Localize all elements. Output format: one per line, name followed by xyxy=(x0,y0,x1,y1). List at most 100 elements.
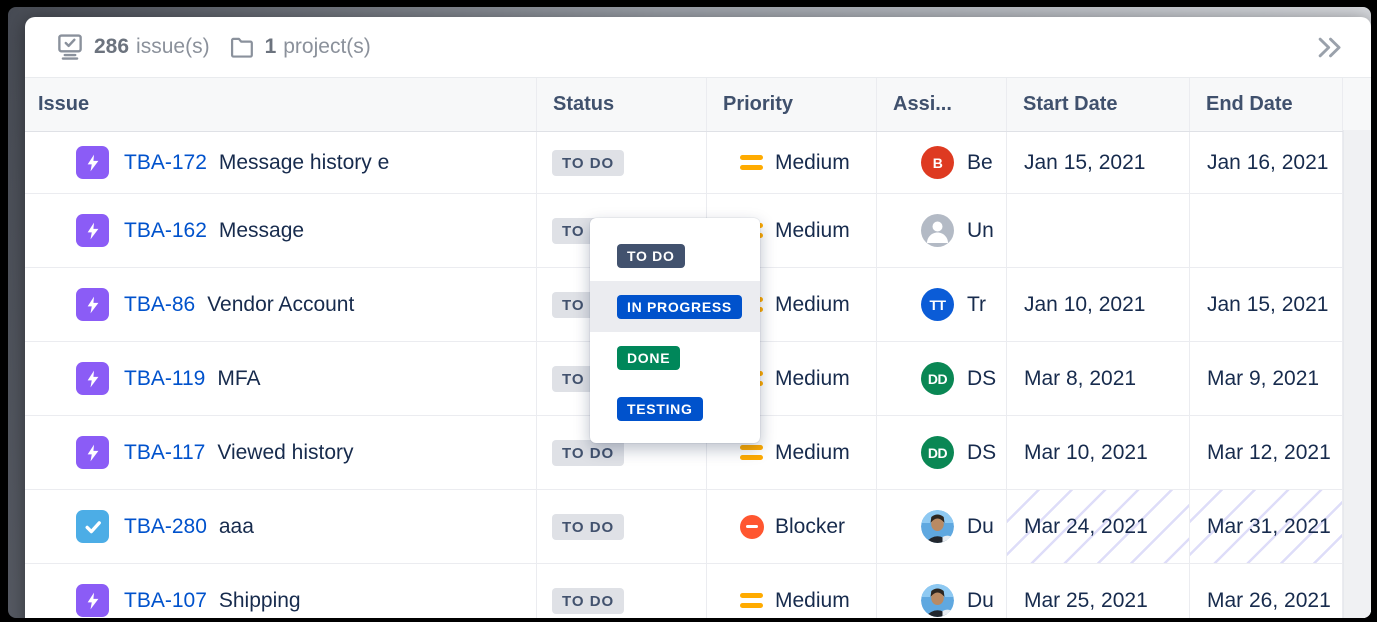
status-badge[interactable]: TO DO xyxy=(552,587,625,614)
status-cell[interactable]: TO DO xyxy=(537,490,707,563)
status-option-in-progress[interactable]: IN PROGRESS xyxy=(590,281,760,332)
end-date-cell[interactable]: Mar 31, 2021 xyxy=(1190,490,1343,563)
start-date-cell[interactable]: Jan 15, 2021 xyxy=(1007,132,1190,193)
end-date: Mar 9, 2021 xyxy=(1207,366,1320,390)
end-date-cell[interactable]: Mar 26, 2021 xyxy=(1190,564,1343,618)
table-right-gutter xyxy=(1343,130,1371,618)
assignee-name: DS xyxy=(967,440,997,464)
projects-count-label: project(s) xyxy=(283,35,371,58)
status-option-testing[interactable]: TESTING xyxy=(590,383,760,434)
issue-key-link[interactable]: TBA-172 xyxy=(124,150,207,174)
assignee-cell[interactable]: TT Tr xyxy=(877,268,1007,341)
issue-cell: TBA-162 Message xyxy=(25,194,537,267)
task-check-type-icon xyxy=(76,510,109,543)
priority-label: Medium xyxy=(775,588,850,612)
user-photo-avatar xyxy=(921,510,954,543)
bolt-type-icon xyxy=(76,288,109,321)
status-cell[interactable]: TO DO xyxy=(537,416,707,489)
start-date: Mar 25, 2021 xyxy=(1024,588,1148,612)
status-dropdown-menu: TO DO IN PROGRESS DONE TESTING xyxy=(590,218,760,443)
priority-label: Medium xyxy=(775,440,850,464)
assignee-name: Du xyxy=(967,514,994,538)
start-date-cell[interactable] xyxy=(1007,194,1190,267)
priority-cell[interactable]: Blocker xyxy=(707,490,877,563)
collapse-panel-button[interactable] xyxy=(1314,34,1345,61)
column-header-issue: Issue xyxy=(25,78,537,131)
end-date-cell[interactable]: Mar 12, 2021 xyxy=(1190,416,1343,489)
issues-count-label: issue(s) xyxy=(136,35,210,58)
priority-cell[interactable]: Medium xyxy=(707,416,877,489)
status-option-todo[interactable]: TO DO xyxy=(590,230,760,281)
start-date-cell[interactable]: Mar 8, 2021 xyxy=(1007,342,1190,415)
start-date: Mar 24, 2021 xyxy=(1024,514,1148,538)
bolt-type-icon xyxy=(76,436,109,469)
priority-cell[interactable]: Medium xyxy=(707,564,877,618)
assignee-cell[interactable]: B Be xyxy=(877,132,1007,193)
issue-key-link[interactable]: TBA-119 xyxy=(124,366,206,390)
status-badge[interactable]: TO DO xyxy=(552,439,625,466)
issue-cell: TBA-107 Shipping xyxy=(25,564,537,618)
assignee-name: Du xyxy=(967,588,994,612)
end-date: Jan 15, 2021 xyxy=(1207,292,1329,316)
table-row: TBA-117 Viewed history TO DO Medium DD D… xyxy=(25,416,1371,490)
avatar: B xyxy=(921,146,954,179)
end-date-cell[interactable] xyxy=(1190,194,1343,267)
start-date-cell[interactable]: Mar 24, 2021 xyxy=(1007,490,1190,563)
bolt-type-icon xyxy=(76,584,109,617)
bolt-type-icon xyxy=(76,214,109,247)
priority-medium-icon xyxy=(740,593,763,608)
end-date-cell[interactable]: Jan 15, 2021 xyxy=(1190,268,1343,341)
issue-key-link[interactable]: TBA-117 xyxy=(124,440,206,464)
start-date-cell[interactable]: Jan 10, 2021 xyxy=(1007,268,1190,341)
projects-count: 1 xyxy=(264,35,277,58)
issue-cell: TBA-117 Viewed history xyxy=(25,416,537,489)
assignee-cell[interactable]: DD DS xyxy=(877,416,1007,489)
status-badge[interactable]: TO DO xyxy=(552,149,625,176)
column-header-status: Status xyxy=(537,78,707,131)
end-date: Jan 16, 2021 xyxy=(1207,150,1329,174)
issues-screen-icon xyxy=(55,32,85,62)
folder-icon xyxy=(228,33,256,61)
issue-summary: Shipping xyxy=(218,588,301,612)
issues-count: 286 xyxy=(94,35,130,58)
user-photo-avatar xyxy=(921,584,954,617)
status-cell[interactable]: TO DO xyxy=(537,132,707,193)
summary-toolbar: 286 issue(s) 1 project(s) xyxy=(25,17,1371,78)
bolt-type-icon xyxy=(76,146,109,179)
end-date: Mar 26, 2021 xyxy=(1207,588,1331,612)
start-date: Jan 10, 2021 xyxy=(1024,292,1146,316)
priority-medium-icon xyxy=(740,445,763,460)
priority-label: Medium xyxy=(775,292,850,316)
column-header-end-date: End Date xyxy=(1190,78,1343,131)
assignee-cell[interactable]: Un xyxy=(877,194,1007,267)
issue-summary: MFA xyxy=(217,366,261,390)
assignee-cell[interactable]: DD DS xyxy=(877,342,1007,415)
end-date-cell[interactable]: Mar 9, 2021 xyxy=(1190,342,1343,415)
issue-key-link[interactable]: TBA-86 xyxy=(124,292,196,316)
issue-key-link[interactable]: TBA-280 xyxy=(124,514,207,538)
status-option-done[interactable]: DONE xyxy=(590,332,760,383)
assignee-name: Tr xyxy=(967,292,987,316)
issue-cell: TBA-280 aaa xyxy=(25,490,537,563)
issue-key-link[interactable]: TBA-162 xyxy=(124,218,207,242)
priority-label: Medium xyxy=(775,218,850,242)
assignee-cell[interactable]: Du xyxy=(877,490,1007,563)
issue-summary: Message history e xyxy=(218,150,390,174)
priority-cell[interactable]: Medium xyxy=(707,132,877,193)
assignee-name: Un xyxy=(967,218,994,242)
status-option-badge: TESTING xyxy=(617,396,703,421)
priority-blocker-icon xyxy=(740,514,764,539)
issue-key-link[interactable]: TBA-107 xyxy=(124,588,207,612)
status-badge[interactable]: TO DO xyxy=(552,513,625,540)
assignee-cell[interactable]: Du xyxy=(877,564,1007,618)
start-date-cell[interactable]: Mar 10, 2021 xyxy=(1007,416,1190,489)
table-header-row: Issue Status Priority Assi... Start Date… xyxy=(25,78,1371,132)
bolt-type-icon xyxy=(76,362,109,395)
start-date-cell[interactable]: Mar 25, 2021 xyxy=(1007,564,1190,618)
table-row: TBA-280 aaa TO DO Blocker xyxy=(25,490,1371,564)
avatar: DD xyxy=(921,362,954,395)
status-option-badge: DONE xyxy=(617,345,681,370)
end-date-cell[interactable]: Jan 16, 2021 xyxy=(1190,132,1343,193)
status-cell[interactable]: TO DO xyxy=(537,564,707,618)
issue-summary: Message xyxy=(218,218,305,242)
